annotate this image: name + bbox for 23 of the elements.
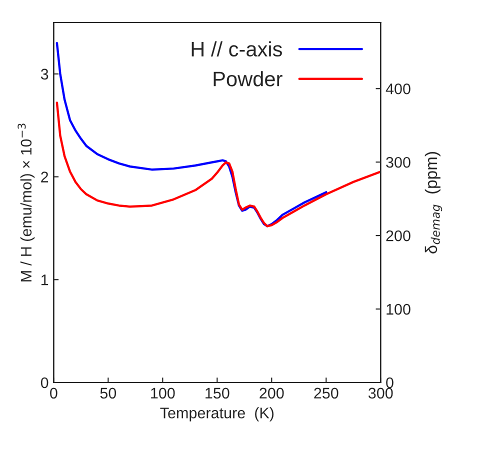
- x-tick-label: 50: [100, 388, 116, 399]
- y2-tick-label: 200: [386, 230, 410, 242]
- x-axis-title: Temperature (K): [160, 407, 274, 422]
- legend-label: H // c-axis: [192, 41, 282, 57]
- line-series: [56, 42, 328, 228]
- x-tick-label: 250: [314, 388, 338, 399]
- x-tick-label: 100: [151, 388, 175, 399]
- x-tick-label: 200: [260, 388, 284, 399]
- y2-tick-label: 400: [386, 83, 410, 94]
- y2-tick-label: 300: [386, 156, 410, 168]
- y2-axis-title: δ$_{demag}$ (ppm): [424, 152, 442, 254]
- y-tick-label: 2: [41, 172, 48, 182]
- y-tick-label: 0: [40, 377, 48, 388]
- y-axis-title: M / H (emu/mol) × 10$^{−3}$: [18, 124, 35, 282]
- legend-label: Powder: [214, 71, 282, 86]
- x-tick-label: 300: [368, 388, 393, 399]
- x-tick-label: 0: [50, 388, 58, 399]
- y-tick-label: 3: [40, 68, 48, 80]
- y-tick-label: 1: [41, 274, 48, 286]
- line-series: [56, 102, 381, 228]
- x-tick-label: 150: [206, 388, 230, 399]
- y2-tick-label: 100: [386, 304, 410, 315]
- y2-tick-label: 0: [386, 377, 394, 388]
